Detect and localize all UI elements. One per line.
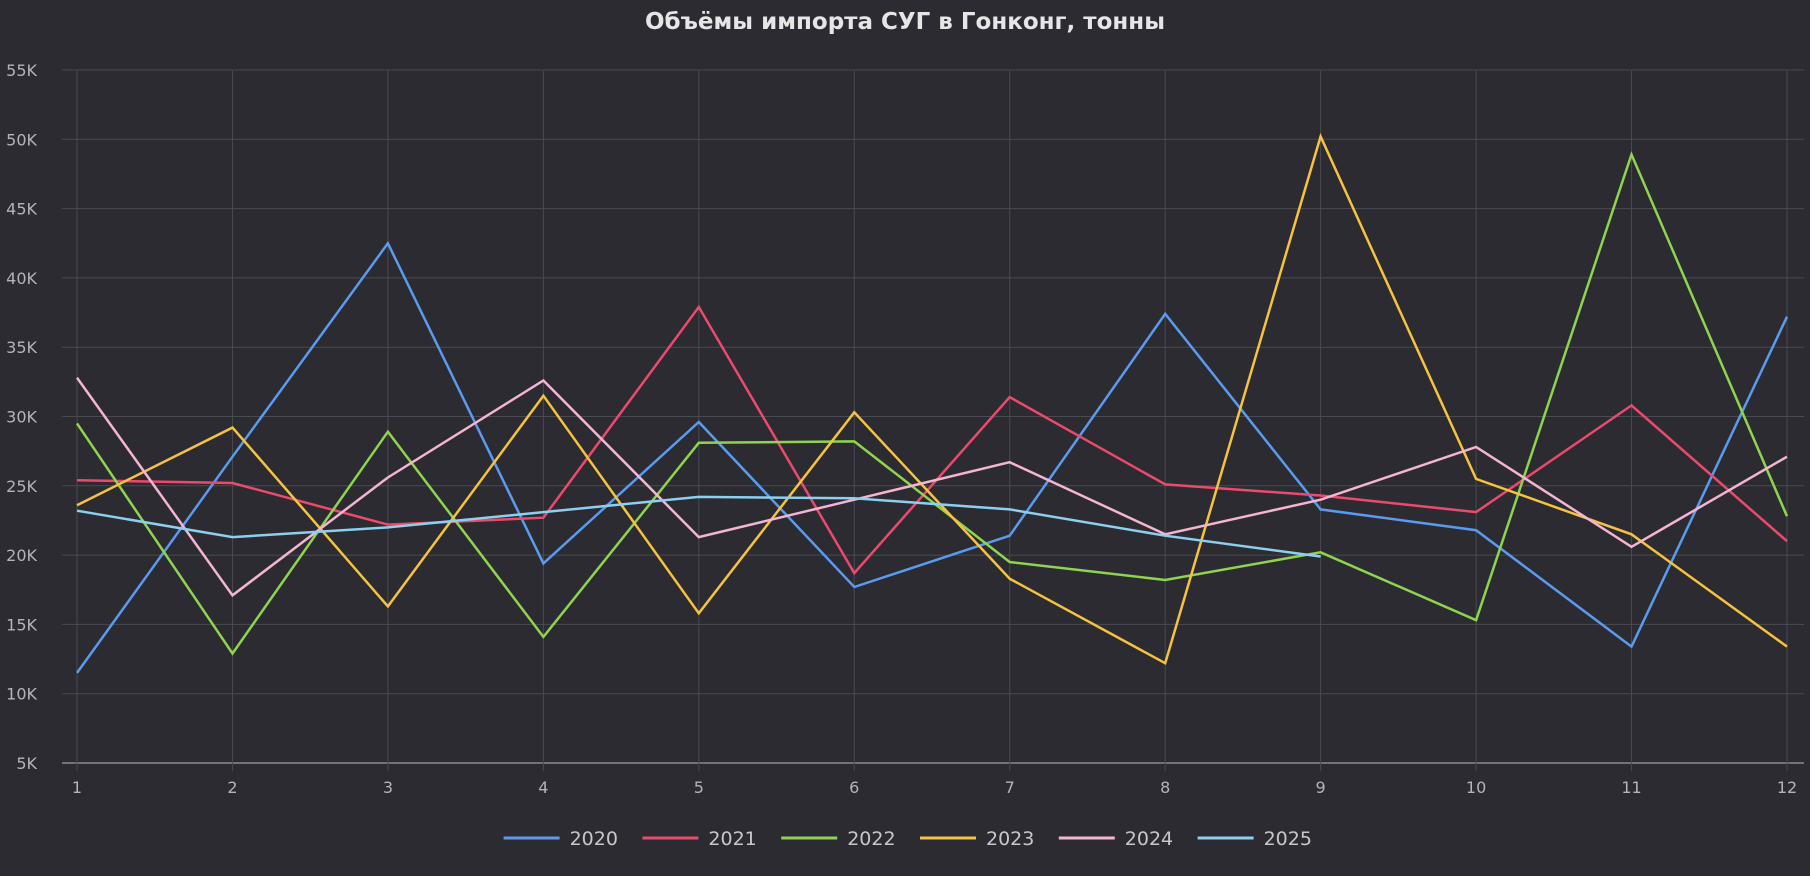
legend-label: 2020 (570, 828, 618, 850)
x-tick-label: 8 (1160, 778, 1170, 797)
legend-item-2025[interactable]: 2025 (1197, 828, 1312, 850)
y-tick-label: 50K (6, 130, 37, 149)
y-axis-ticks: 5K 10K 15K 20K 25K 30K 35K 40K 45K 50K 55K (6, 61, 37, 773)
series-line-2020 (75, 240, 1789, 674)
legend-label: 2021 (708, 828, 756, 850)
legend-label: 2024 (1125, 828, 1173, 850)
legend-item-2020[interactable]: 2020 (503, 828, 618, 850)
y-tick-label: 15K (6, 615, 37, 634)
y-tick-label: 55K (6, 61, 37, 80)
y-tick-label: 5K (16, 754, 37, 773)
series-line-2022 (75, 150, 1789, 656)
x-tick-label: 7 (1005, 778, 1015, 797)
x-tick-label: 12 (1777, 778, 1797, 797)
y-tick-label: 10K (6, 685, 37, 704)
series-line-2024 (75, 376, 1788, 598)
legend-label: 2022 (847, 828, 895, 850)
x-tick-label: 3 (383, 778, 393, 797)
series-lines (75, 132, 1789, 674)
x-tick-label: 1 (72, 778, 82, 797)
y-tick-label: 45K (6, 200, 37, 219)
series-line-2021 (76, 304, 1788, 576)
legend-label: 2023 (986, 828, 1034, 850)
legend-item-2024[interactable]: 2024 (1058, 828, 1173, 850)
series-line-2025 (76, 495, 1321, 558)
x-tick-label: 4 (538, 778, 548, 797)
x-tick-label: 9 (1316, 778, 1326, 797)
x-axis-ticks: 1 2 3 4 5 6 7 8 9 10 11 12 (72, 778, 1797, 797)
y-tick-label: 25K (6, 477, 37, 496)
y-tick-label: 35K (6, 338, 37, 357)
legend-item-2023[interactable]: 2023 (920, 828, 1034, 850)
y-tick-label: 30K (6, 408, 37, 427)
chart-title: Объёмы импорта СУГ в Гонконг, тонны (645, 9, 1165, 35)
legend: 2020 2021 2022 2023 2024 2025 (503, 828, 1312, 850)
x-tick-label: 5 (694, 778, 704, 797)
x-tick-label: 10 (1466, 778, 1486, 797)
legend-item-2021[interactable]: 2021 (642, 828, 757, 850)
legend-label: 2025 (1264, 828, 1312, 850)
y-tick-label: 40K (6, 269, 37, 288)
series-line-2023 (76, 132, 1788, 666)
x-tick-label: 2 (227, 778, 237, 797)
x-tick-label: 6 (849, 778, 859, 797)
x-tick-label: 11 (1621, 778, 1641, 797)
y-tick-label: 20K (6, 546, 37, 565)
grid (62, 69, 1804, 771)
legend-item-2022[interactable]: 2022 (781, 828, 896, 850)
